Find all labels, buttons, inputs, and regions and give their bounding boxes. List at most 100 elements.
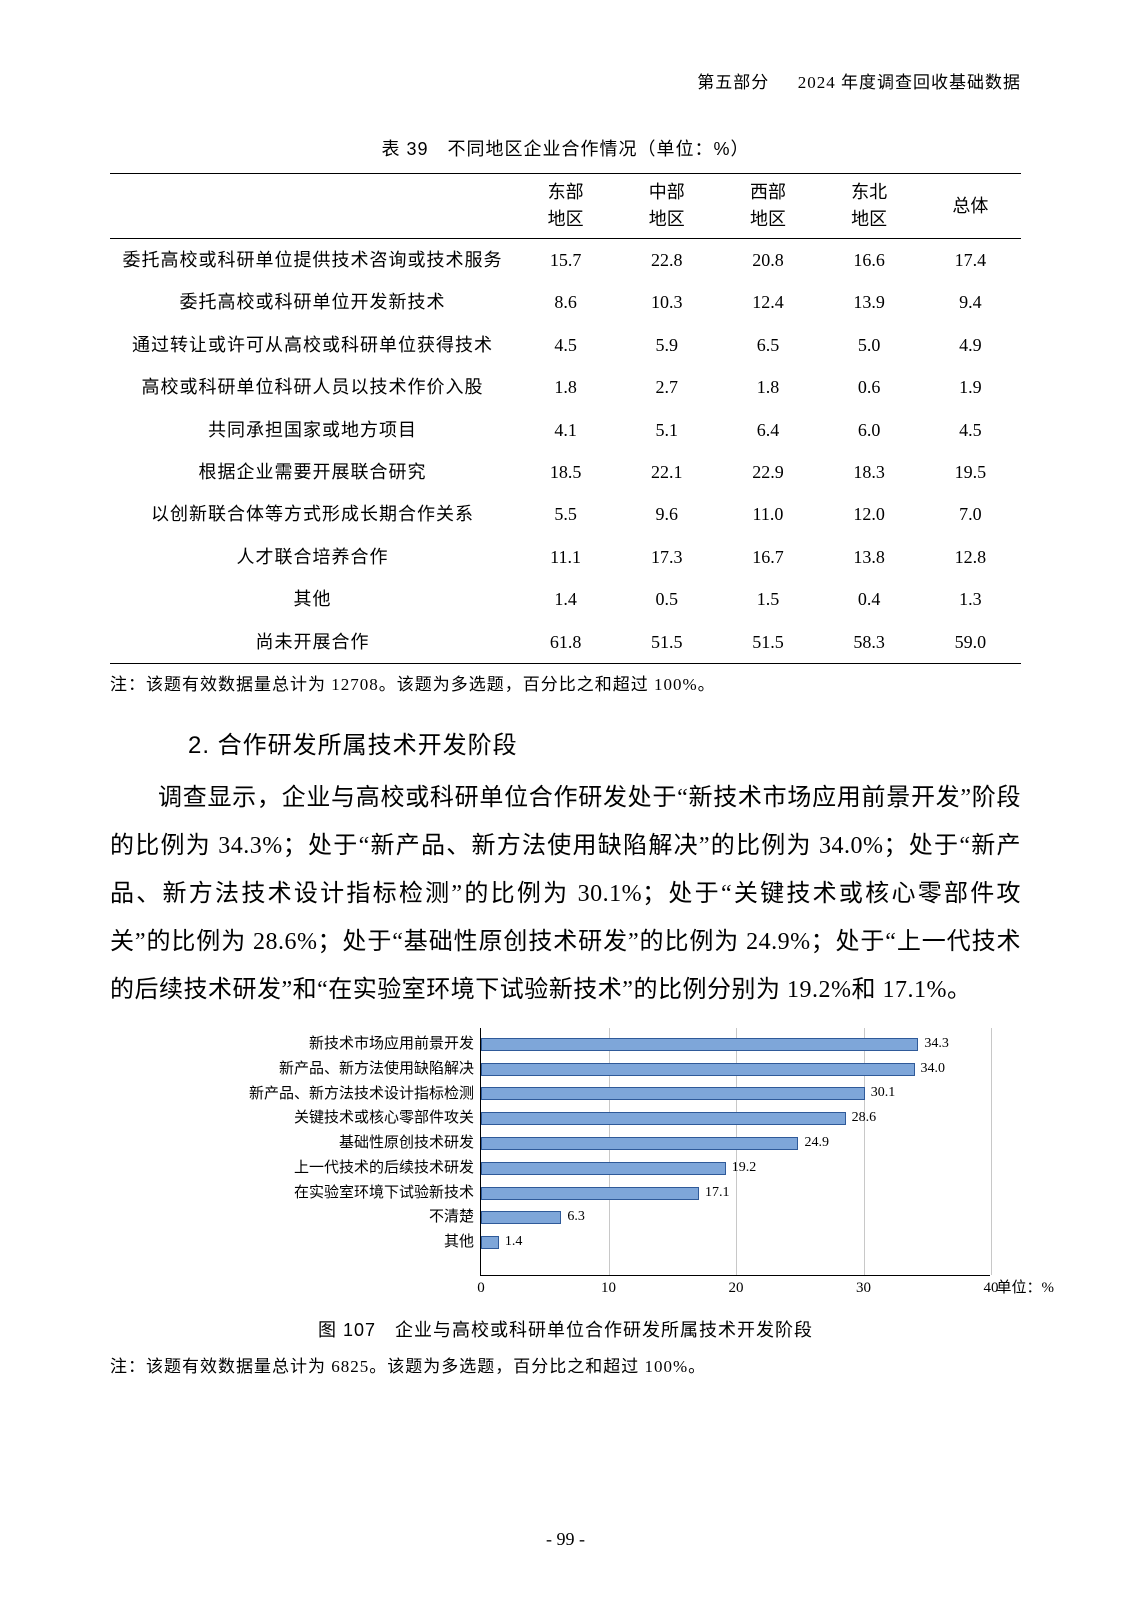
stage-chart: 新技术市场应用前景开发新产品、新方法使用缺陷解决新产品、新方法技术设计指标检测关… <box>110 1028 1021 1276</box>
chart-bar-value: 19.2 <box>732 1160 757 1176</box>
chart-note: 注：该题有效数据量总计为 6825。该题为多选题，百分比之和超过 100%。 <box>110 1352 1021 1377</box>
table-cell: 1.4 <box>515 578 616 620</box>
chart-xtick-label: 40 <box>984 1280 999 1297</box>
table-cell: 5.5 <box>515 493 616 535</box>
chart-bar-value: 28.6 <box>852 1110 877 1126</box>
table-cell: 2.7 <box>616 366 717 408</box>
table-cell: 22.1 <box>616 451 717 493</box>
table-cell: 13.8 <box>819 536 920 578</box>
table-header: 西部 地区 <box>717 174 818 239</box>
table-cell: 20.8 <box>717 239 818 282</box>
chart-category-label: 不清楚 <box>110 1205 474 1230</box>
chart-category-label: 其他 <box>110 1230 474 1255</box>
chart-xtick-label: 20 <box>729 1280 744 1297</box>
chart-caption: 图 107 企业与高校或科研单位合作研发所属技术开发阶段 <box>110 1316 1021 1342</box>
chart-category-label: 在实验室环境下试验新技术 <box>110 1181 474 1206</box>
table-row: 委托高校或科研单位开发新技术8.610.312.413.99.4 <box>110 281 1021 323</box>
table-cell: 6.4 <box>717 409 818 451</box>
row-label: 人才联合培养合作 <box>110 536 515 578</box>
chart-category-label: 基础性原创技术研发 <box>110 1131 474 1156</box>
table-header: 中部 地区 <box>616 174 717 239</box>
table-cell: 11.0 <box>717 493 818 535</box>
chart-bar <box>481 1137 798 1150</box>
table-cell: 18.5 <box>515 451 616 493</box>
chart-bar <box>481 1087 865 1100</box>
table-cell: 5.1 <box>616 409 717 451</box>
chart-bar-value: 34.0 <box>921 1061 946 1077</box>
chart-category-label: 关键技术或核心零部件攻关 <box>110 1106 474 1131</box>
table-cell: 10.3 <box>616 281 717 323</box>
table-row: 人才联合培养合作11.117.316.713.812.8 <box>110 536 1021 578</box>
table-row: 共同承担国家或地方项目4.15.16.46.04.5 <box>110 409 1021 451</box>
table-cell: 6.0 <box>819 409 920 451</box>
table-cell: 58.3 <box>819 621 920 664</box>
table-cell: 22.8 <box>616 239 717 282</box>
table-cell: 51.5 <box>717 621 818 664</box>
row-label: 以创新联合体等方式形成长期合作关系 <box>110 493 515 535</box>
chart-gridline <box>991 1028 992 1275</box>
row-label: 通过转让或许可从高校或科研单位获得技术 <box>110 324 515 366</box>
table-cell: 5.0 <box>819 324 920 366</box>
table-cell: 11.1 <box>515 536 616 578</box>
table-cell: 15.7 <box>515 239 616 282</box>
chart-xtick-label: 30 <box>856 1280 871 1297</box>
table-cell: 12.4 <box>717 281 818 323</box>
table-cell: 4.1 <box>515 409 616 451</box>
chart-bar <box>481 1063 915 1076</box>
table-cell: 9.6 <box>616 493 717 535</box>
regional-cooperation-table: 东部 地区 中部 地区 西部 地区 东北 地区 总体 委托高校或科研单位提供技术… <box>110 173 1021 664</box>
chart-plot-area: 单位：% 01020304034.334.030.128.624.919.217… <box>480 1028 990 1276</box>
chart-xtick-label: 10 <box>601 1280 616 1297</box>
table-row: 根据企业需要开展联合研究18.522.122.918.319.5 <box>110 451 1021 493</box>
table-cell: 0.4 <box>819 578 920 620</box>
table-header: 总体 <box>920 174 1021 239</box>
table-cell: 61.8 <box>515 621 616 664</box>
table-cell: 12.0 <box>819 493 920 535</box>
table-cell: 18.3 <box>819 451 920 493</box>
table-cell: 4.9 <box>920 324 1021 366</box>
table-row: 通过转让或许可从高校或科研单位获得技术4.55.96.55.04.9 <box>110 324 1021 366</box>
chart-bar <box>481 1187 699 1200</box>
chart-bar <box>481 1112 846 1125</box>
table-cell: 6.5 <box>717 324 818 366</box>
table-row: 委托高校或科研单位提供技术咨询或技术服务15.722.820.816.617.4 <box>110 239 1021 282</box>
table-header: 东部 地区 <box>515 174 616 239</box>
chart-bar <box>481 1038 918 1051</box>
row-label: 根据企业需要开展联合研究 <box>110 451 515 493</box>
chart-bar-value: 1.4 <box>505 1234 523 1250</box>
table-row: 尚未开展合作61.851.551.558.359.0 <box>110 621 1021 664</box>
table-cell: 1.5 <box>717 578 818 620</box>
body-paragraph: 调查显示，企业与高校或科研单位合作研发处于“新技术市场应用前景开发”阶段的比例为… <box>110 774 1021 1014</box>
table-cell: 59.0 <box>920 621 1021 664</box>
table-cell: 17.3 <box>616 536 717 578</box>
chart-category-label: 新技术市场应用前景开发 <box>110 1032 474 1057</box>
table-cell: 0.6 <box>819 366 920 408</box>
table-cell: 13.9 <box>819 281 920 323</box>
running-header: 第五部分 2024 年度调查回收基础数据 <box>110 68 1021 93</box>
chart-category-label: 新产品、新方法技术设计指标检测 <box>110 1082 474 1107</box>
chart-bar-value: 6.3 <box>567 1209 585 1225</box>
table-cell: 8.6 <box>515 281 616 323</box>
row-label: 委托高校或科研单位提供技术咨询或技术服务 <box>110 239 515 282</box>
page-number: - 99 - <box>0 1529 1131 1550</box>
table-header-blank <box>110 174 515 239</box>
chart-xtick-label: 0 <box>477 1280 485 1297</box>
table-cell: 19.5 <box>920 451 1021 493</box>
table-cell: 1.3 <box>920 578 1021 620</box>
chart-bar <box>481 1211 561 1224</box>
row-label: 委托高校或科研单位开发新技术 <box>110 281 515 323</box>
chart-category-label: 上一代技术的后续技术研发 <box>110 1156 474 1181</box>
chart-bar-value: 30.1 <box>871 1085 896 1101</box>
table-cell: 51.5 <box>616 621 717 664</box>
table-cell: 9.4 <box>920 281 1021 323</box>
table-cell: 16.7 <box>717 536 818 578</box>
table-caption: 表 39 不同地区企业合作情况（单位：%） <box>110 135 1021 161</box>
chart-bar <box>481 1162 726 1175</box>
chart-bar-value: 24.9 <box>804 1135 829 1151</box>
table-cell: 22.9 <box>717 451 818 493</box>
table-cell: 1.8 <box>515 366 616 408</box>
table-cell: 16.6 <box>819 239 920 282</box>
chart-category-labels: 新技术市场应用前景开发新产品、新方法使用缺陷解决新产品、新方法技术设计指标检测关… <box>110 1028 480 1276</box>
row-label: 尚未开展合作 <box>110 621 515 664</box>
row-label: 共同承担国家或地方项目 <box>110 409 515 451</box>
